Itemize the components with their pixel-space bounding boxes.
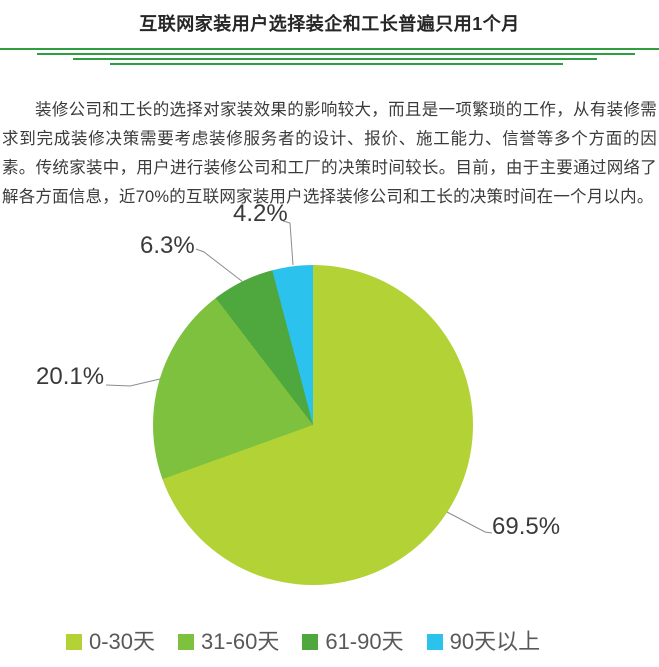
legend-label: 90天以上 [449, 629, 541, 654]
divider-line [73, 58, 597, 60]
legend-swatch-icon [426, 634, 443, 650]
slice-label-61-90: 6.3% [140, 232, 195, 259]
pie-chart [153, 265, 473, 585]
leader-line-69-5 [446, 511, 493, 534]
slice-label-90plus: 4.2% [233, 200, 288, 227]
slice-label-0-30: 69.5% [492, 513, 561, 540]
legend-item-31-60: 31-60天 [178, 630, 279, 654]
legend-item-0-30: 0-30天 [66, 630, 155, 654]
legend-label: 61-90天 [325, 629, 404, 654]
intro-paragraph: 装修公司和工长的选择对家装效果的影响较大，而且是一项繁琐的工作，从有装修需求到完… [2, 100, 657, 206]
leader-line-4-2 [282, 220, 294, 266]
slice-label-31-60: 20.1% [36, 363, 105, 390]
legend-item-61-90: 61-90天 [302, 629, 404, 654]
chart-legend: 0-30天 31-60天 61-90天 90天以上 [66, 630, 540, 654]
leader-line-20-1 [105, 378, 161, 387]
legend-swatch-icon [66, 634, 82, 650]
legend-label: 31-60天 [201, 629, 280, 654]
legend-item-90plus: 90天以上 [426, 629, 541, 654]
leader-line-6-3 [195, 248, 244, 283]
divider-line [0, 48, 659, 50]
divider-line [37, 53, 635, 55]
legend-label: 0-30天 [89, 629, 156, 654]
page-title: 互联网家装用户选择装企和工长普遍只用1个月 [139, 14, 520, 34]
legend-swatch-icon [178, 634, 195, 650]
divider-line [110, 63, 563, 65]
legend-swatch-icon [302, 634, 319, 650]
